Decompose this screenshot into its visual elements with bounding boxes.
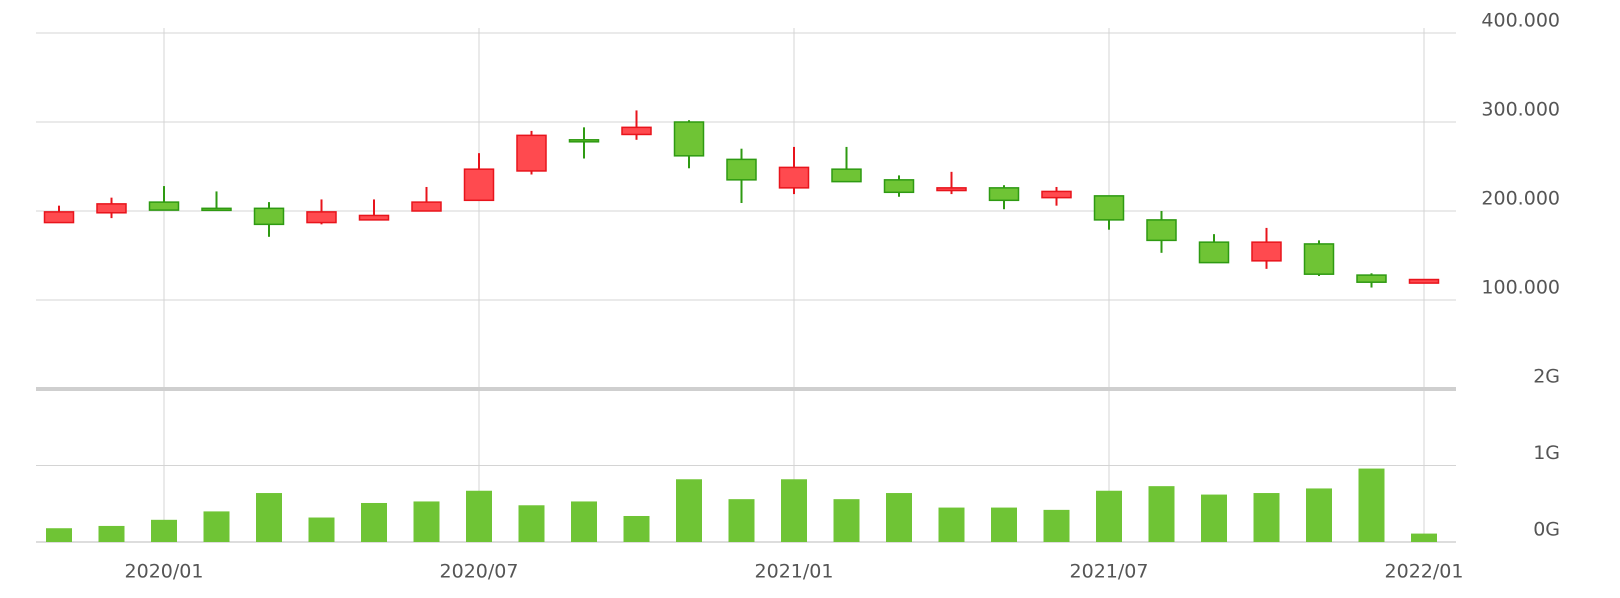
volume-bar	[308, 517, 335, 542]
volume-bar	[413, 501, 440, 542]
y-tick-label: 0G	[1533, 519, 1560, 541]
candle-body	[43, 211, 75, 224]
candle-body	[831, 168, 862, 183]
volume-bar	[571, 501, 597, 542]
candle-body	[1146, 219, 1177, 242]
volume-bar	[46, 528, 72, 542]
candle-body	[883, 179, 915, 194]
candle-body	[988, 187, 1020, 202]
candle-body	[306, 211, 337, 224]
candle-body	[358, 214, 390, 221]
volume-bar	[886, 493, 912, 542]
volume-bar	[98, 525, 125, 542]
x-tick-label: 2020/01	[125, 561, 204, 583]
volume-bar	[938, 507, 965, 542]
candle-body	[1041, 190, 1072, 199]
candle-body	[621, 126, 652, 136]
volume-bar	[991, 507, 1017, 542]
candle-body	[96, 203, 127, 214]
volume-bar	[728, 499, 755, 542]
y-tick-label: 300.000	[1481, 99, 1560, 121]
candle-body	[253, 207, 285, 226]
x-tick-label: 2021/01	[755, 561, 834, 583]
volume-bar	[1306, 488, 1332, 542]
volume-bar	[151, 519, 177, 542]
volume-bar	[1096, 490, 1122, 542]
candle-body	[1303, 243, 1335, 275]
volume-bar	[676, 479, 702, 542]
candle-body	[726, 158, 757, 181]
y-tick-label: 2G	[1533, 366, 1560, 388]
y-tick-label: 1G	[1533, 442, 1560, 464]
volume-bar	[1411, 533, 1437, 542]
candle-body	[936, 187, 967, 192]
volume-bar	[1358, 468, 1385, 542]
volume-bar	[1043, 509, 1070, 542]
y-tick-label: 200.000	[1481, 188, 1560, 210]
y-tick-label: 400.000	[1481, 10, 1560, 32]
volume-bar	[833, 499, 860, 542]
candle-body	[1251, 241, 1282, 262]
x-tick-label: 2020/07	[440, 561, 519, 583]
candle-body	[778, 166, 810, 189]
candle-body	[148, 201, 180, 211]
candle-body	[1093, 195, 1125, 221]
x-tick-label: 2021/07	[1070, 561, 1149, 583]
volume-bar	[203, 511, 230, 542]
volume-bar	[623, 515, 650, 542]
y-tick-label: 100.000	[1481, 277, 1560, 299]
candle-body	[411, 201, 442, 212]
volume-bar	[256, 493, 282, 542]
candle-body	[673, 121, 705, 157]
volume-bar	[1201, 494, 1227, 542]
x-tick-label: 2022/01	[1385, 561, 1464, 583]
candle-body	[201, 207, 232, 212]
volume-bar	[466, 490, 492, 542]
volume-bar	[1253, 493, 1280, 542]
candle-body	[1198, 241, 1230, 264]
candle-body	[568, 139, 600, 143]
volume-bar	[518, 505, 545, 542]
candle-body	[1356, 274, 1387, 283]
volume-bar	[1148, 486, 1175, 542]
candle-body	[463, 168, 495, 202]
volume-bar	[781, 479, 807, 542]
volume-bar	[361, 502, 387, 542]
candle-body	[1408, 278, 1440, 284]
candle-body	[516, 134, 547, 172]
